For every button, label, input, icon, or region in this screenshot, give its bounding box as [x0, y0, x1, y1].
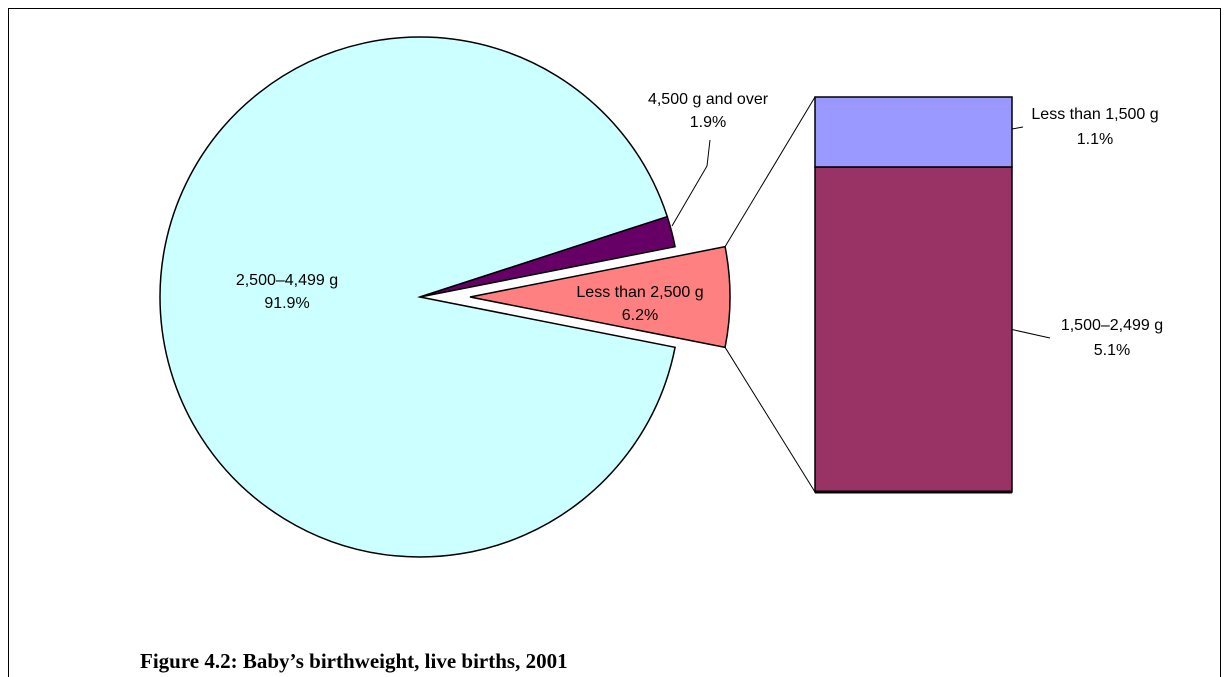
connector-line — [724, 96, 816, 247]
slice-value-label: 1.9% — [690, 114, 726, 131]
slice-label: 4,500 g and over — [648, 91, 769, 108]
slice-label: Less than 2,500 g — [576, 284, 703, 301]
bar-value-label: 1.1% — [1077, 131, 1113, 148]
pie-slice — [469, 245, 731, 349]
pie-slice — [159, 36, 676, 558]
connector-line — [724, 347, 816, 493]
chart-title: Figure 4.2: Baby’s birthweight, live bir… — [140, 649, 568, 673]
leader-line — [671, 139, 711, 227]
bar-segment — [814, 166, 1013, 493]
bar-label: Less than 1,500 g — [1031, 106, 1158, 123]
leader-line — [1011, 126, 1024, 130]
leader-line — [1011, 329, 1051, 339]
frame — [8, 8, 1221, 677]
bar-segment — [814, 96, 1013, 168]
pie-slice — [419, 215, 676, 298]
slice-value-label: 6.2% — [622, 307, 658, 324]
bar-label: 1,500–2,499 g — [1061, 317, 1163, 334]
slice-value-label: 91.9% — [264, 295, 309, 312]
bar-value-label: 5.1% — [1094, 342, 1130, 359]
slice-label: 2,500–4,499 g — [236, 272, 338, 289]
